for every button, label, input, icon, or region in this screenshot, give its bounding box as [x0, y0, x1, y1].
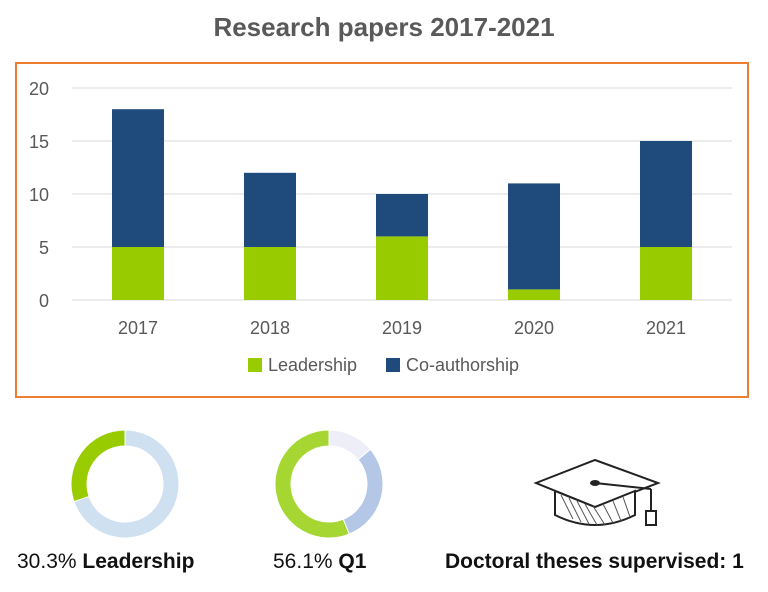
donut-slice-other [73, 429, 180, 539]
theses-value: 1 [732, 550, 744, 573]
leadership-stat: 30.3% Leadership [17, 550, 194, 574]
x-tick-label: 2019 [382, 318, 422, 338]
donut-slice-other-1 [342, 448, 384, 535]
bar-leadership [112, 247, 164, 300]
leadership-pct: 30.3% [17, 550, 77, 573]
chart-title: Research papers 2017-2021 [213, 12, 555, 42]
bar-leadership [244, 247, 296, 300]
x-tick-label: 2018 [250, 318, 290, 338]
x-tick-label: 2021 [646, 318, 686, 338]
graduation-cap-icon [533, 458, 661, 526]
bar-coauthorship [112, 109, 164, 247]
y-tick-label: 15 [29, 132, 49, 152]
donut-slice-leadership [70, 429, 126, 503]
bar-coauthorship [376, 194, 428, 237]
legend-coauthorship-swatch [386, 358, 400, 372]
bar-leadership [508, 289, 560, 300]
legend-leadership-label: Leadership [268, 355, 357, 375]
bar-coauthorship [244, 172, 296, 247]
bar-chart: 0 5 10 15 20 2017 2018 2019 2020 2021 Leadership Co… [29, 79, 732, 375]
chart-frame: 0 5 10 15 20 2017 2018 2019 2020 2021 Leadership Co… [15, 62, 749, 398]
x-tick-label: 2020 [514, 318, 554, 338]
bar-leadership [376, 236, 428, 300]
leadership-label: Leadership [82, 550, 195, 573]
bar-coauthorship [508, 183, 560, 290]
y-tick-label: 10 [29, 185, 49, 205]
leadership-donut [70, 429, 180, 539]
bar-leadership [640, 247, 692, 300]
y-tick-label: 0 [39, 291, 49, 311]
q1-donut [274, 429, 384, 539]
y-tick-label: 20 [29, 79, 49, 99]
q1-stat: 56.1% Q1 [273, 550, 366, 574]
q1-pct: 56.1% [273, 550, 333, 573]
theses-stat: Doctoral theses supervised: 1 [445, 550, 744, 574]
legend-coauthorship-label: Co-authorship [406, 355, 519, 375]
legend-leadership-swatch [248, 358, 262, 372]
x-tick-label: 2017 [118, 318, 158, 338]
donut-slice-q1 [274, 429, 350, 539]
q1-label: Q1 [338, 550, 367, 573]
bar-coauthorship [640, 141, 692, 247]
y-tick-label: 5 [39, 238, 49, 258]
theses-label: Doctoral theses supervised: [445, 550, 727, 573]
